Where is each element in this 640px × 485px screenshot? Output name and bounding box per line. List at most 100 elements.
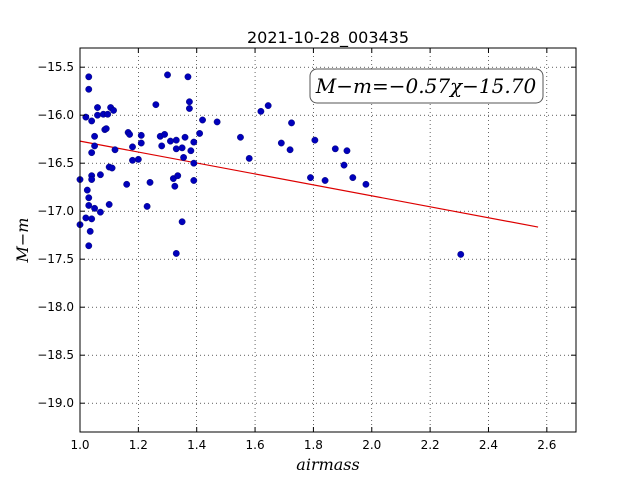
fit-equation-box: M−m=−0.57χ−15.70: [309, 68, 544, 104]
data-point: [237, 133, 244, 141]
data-point: [85, 202, 93, 209]
data-point: [311, 136, 319, 144]
y-tick-label: −16.5: [37, 156, 74, 170]
data-point: [97, 171, 104, 179]
grid: [79, 48, 576, 432]
data-point: [186, 98, 193, 106]
data-point: [184, 73, 192, 81]
data-point: [199, 116, 206, 124]
data-point: [213, 118, 221, 126]
data-point: [88, 117, 96, 125]
data-point: [362, 180, 370, 188]
equation-box-frame: [309, 68, 544, 104]
data-point: [164, 71, 171, 79]
data-point: [110, 107, 117, 114]
data-point: [111, 146, 119, 154]
data-point: [257, 107, 265, 115]
x-tick-label: 1.8: [304, 438, 323, 452]
data-point: [264, 102, 272, 110]
x-tick-label: 1.6: [246, 438, 265, 452]
data-point: [186, 105, 193, 112]
data-point: [105, 201, 113, 208]
x-tick-label: 2.4: [479, 438, 498, 452]
data-point: [91, 142, 98, 150]
data-point: [83, 186, 91, 194]
data-point: [104, 110, 112, 118]
y-tick-label: −18.0: [37, 300, 74, 314]
data-point: [172, 136, 180, 144]
y-tick-label: −19.0: [37, 396, 74, 410]
data-point: [102, 125, 110, 133]
data-point: [134, 155, 142, 163]
data-point: [340, 161, 348, 169]
data-point: [88, 215, 96, 223]
y-tick-label: −16.0: [37, 108, 74, 122]
x-tick-label: 2.6: [537, 438, 556, 452]
data-point: [146, 178, 154, 186]
y-tick-label: −17.0: [37, 204, 74, 218]
data-point: [457, 250, 465, 258]
data-point: [196, 130, 204, 137]
data-point: [158, 142, 166, 150]
data-point: [172, 145, 180, 153]
x-tick-label: 2.2: [421, 438, 440, 452]
data-point: [137, 139, 145, 147]
data-point: [180, 154, 187, 161]
plot-frame: [79, 47, 577, 433]
data-point: [178, 218, 186, 226]
data-point: [187, 147, 195, 155]
data-point: [152, 101, 160, 109]
data-point: [190, 177, 198, 184]
x-tick-label: 1.0: [70, 438, 89, 452]
data-point: [85, 85, 93, 93]
data-point: [97, 208, 104, 216]
data-point: [108, 164, 116, 172]
data-point: [129, 156, 136, 164]
data-point: [126, 130, 134, 138]
data-point: [286, 146, 294, 154]
data-point: [85, 242, 93, 250]
data-point: [94, 104, 101, 111]
data-point: [277, 139, 285, 147]
x-axis-label: airmass: [296, 455, 359, 474]
axis-ticks: 1.0 1.2 1.4 1.6 1.8 2.0 2.2 2.4 2.6 −15.5 −16.0 −16…: [37, 48, 576, 452]
data-point: [167, 137, 174, 145]
data-point: [181, 133, 189, 141]
data-point: [85, 73, 93, 81]
x-tick-label: 1.4: [187, 438, 206, 452]
x-tick-label: 2.0: [362, 438, 381, 452]
y-tick-label: −18.5: [37, 348, 74, 362]
data-point: [172, 250, 180, 257]
data-point: [143, 202, 151, 210]
data-point: [86, 227, 94, 235]
data-point: [190, 159, 198, 167]
data-point: [88, 176, 96, 183]
data-point: [129, 143, 136, 151]
chart-title: 2021-10-28_003435: [247, 28, 409, 48]
x-tick-label: 1.2: [129, 438, 148, 452]
data-point: [190, 138, 198, 146]
data-point: [307, 174, 314, 182]
data-point: [137, 131, 145, 139]
data-point: [174, 172, 182, 180]
data-point: [94, 111, 101, 119]
data-point: [288, 119, 295, 127]
y-axis-label: M−m: [13, 218, 32, 264]
data-point: [321, 177, 329, 184]
y-tick-label: −15.5: [37, 60, 74, 74]
fit-line: [79, 140, 539, 228]
data-point: [82, 214, 90, 222]
data-point: [161, 130, 169, 138]
data-point: [85, 194, 93, 202]
data-point: [91, 132, 98, 140]
data-point: [349, 174, 357, 182]
data-point: [343, 147, 351, 155]
data-point: [171, 182, 179, 190]
data-points: [76, 71, 465, 258]
data-point: [88, 149, 96, 157]
data-point: [331, 145, 339, 153]
data-point: [91, 204, 98, 212]
data-point: [123, 180, 131, 188]
